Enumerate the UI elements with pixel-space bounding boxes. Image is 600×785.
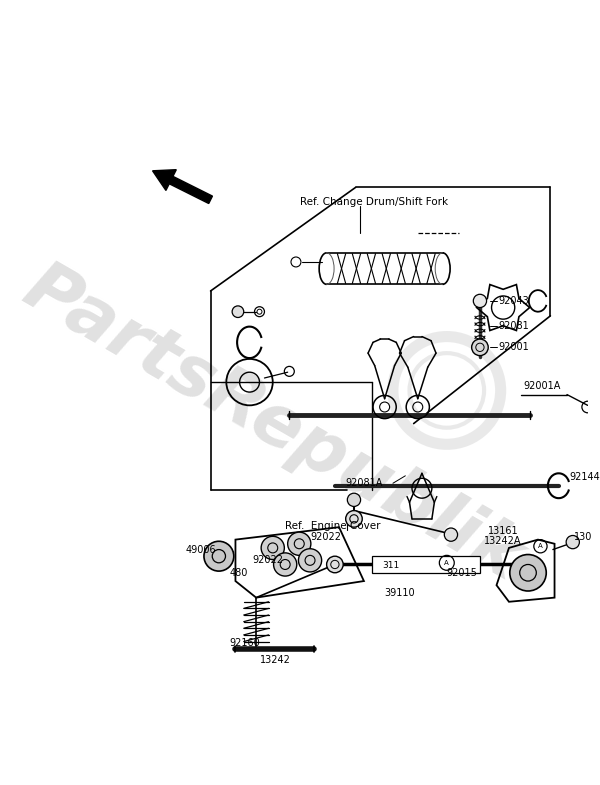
Text: 92160: 92160 <box>230 638 260 648</box>
Text: 92001A: 92001A <box>524 382 561 391</box>
Circle shape <box>445 528 458 542</box>
Bar <box>372 557 480 573</box>
Text: A: A <box>445 560 449 566</box>
Text: 49006: 49006 <box>186 546 217 555</box>
Text: 92081A: 92081A <box>346 478 383 488</box>
Text: 92043: 92043 <box>498 296 529 306</box>
Circle shape <box>298 549 322 572</box>
Text: 130: 130 <box>574 532 593 542</box>
Text: 311: 311 <box>382 560 399 570</box>
Circle shape <box>274 553 297 576</box>
Text: 13161: 13161 <box>488 526 519 536</box>
Text: Ref.  Engine Cover: Ref. Engine Cover <box>285 521 380 531</box>
Text: 92081: 92081 <box>498 321 529 330</box>
Circle shape <box>346 510 362 528</box>
Circle shape <box>510 554 546 591</box>
Text: 92022: 92022 <box>253 555 284 565</box>
FancyArrow shape <box>152 170 212 203</box>
Circle shape <box>472 339 488 356</box>
Circle shape <box>566 535 580 549</box>
Circle shape <box>326 557 343 573</box>
Text: Ref. Change Drum/Shift Fork: Ref. Change Drum/Shift Fork <box>300 197 448 207</box>
Text: 92144: 92144 <box>569 473 600 483</box>
Text: 480: 480 <box>230 568 248 578</box>
Circle shape <box>347 493 361 506</box>
Text: 13242: 13242 <box>260 655 291 665</box>
Circle shape <box>473 294 487 308</box>
Circle shape <box>287 532 311 555</box>
Text: A: A <box>538 543 543 549</box>
Text: 92015: 92015 <box>447 568 478 578</box>
Circle shape <box>261 536 284 560</box>
Circle shape <box>204 542 234 571</box>
Text: 39110: 39110 <box>385 589 415 598</box>
Text: 92022: 92022 <box>310 532 341 542</box>
Text: 13242A: 13242A <box>484 536 521 546</box>
Circle shape <box>232 306 244 317</box>
Text: PartsRepublik: PartsRepublik <box>11 253 534 594</box>
Text: 92001: 92001 <box>498 342 529 352</box>
